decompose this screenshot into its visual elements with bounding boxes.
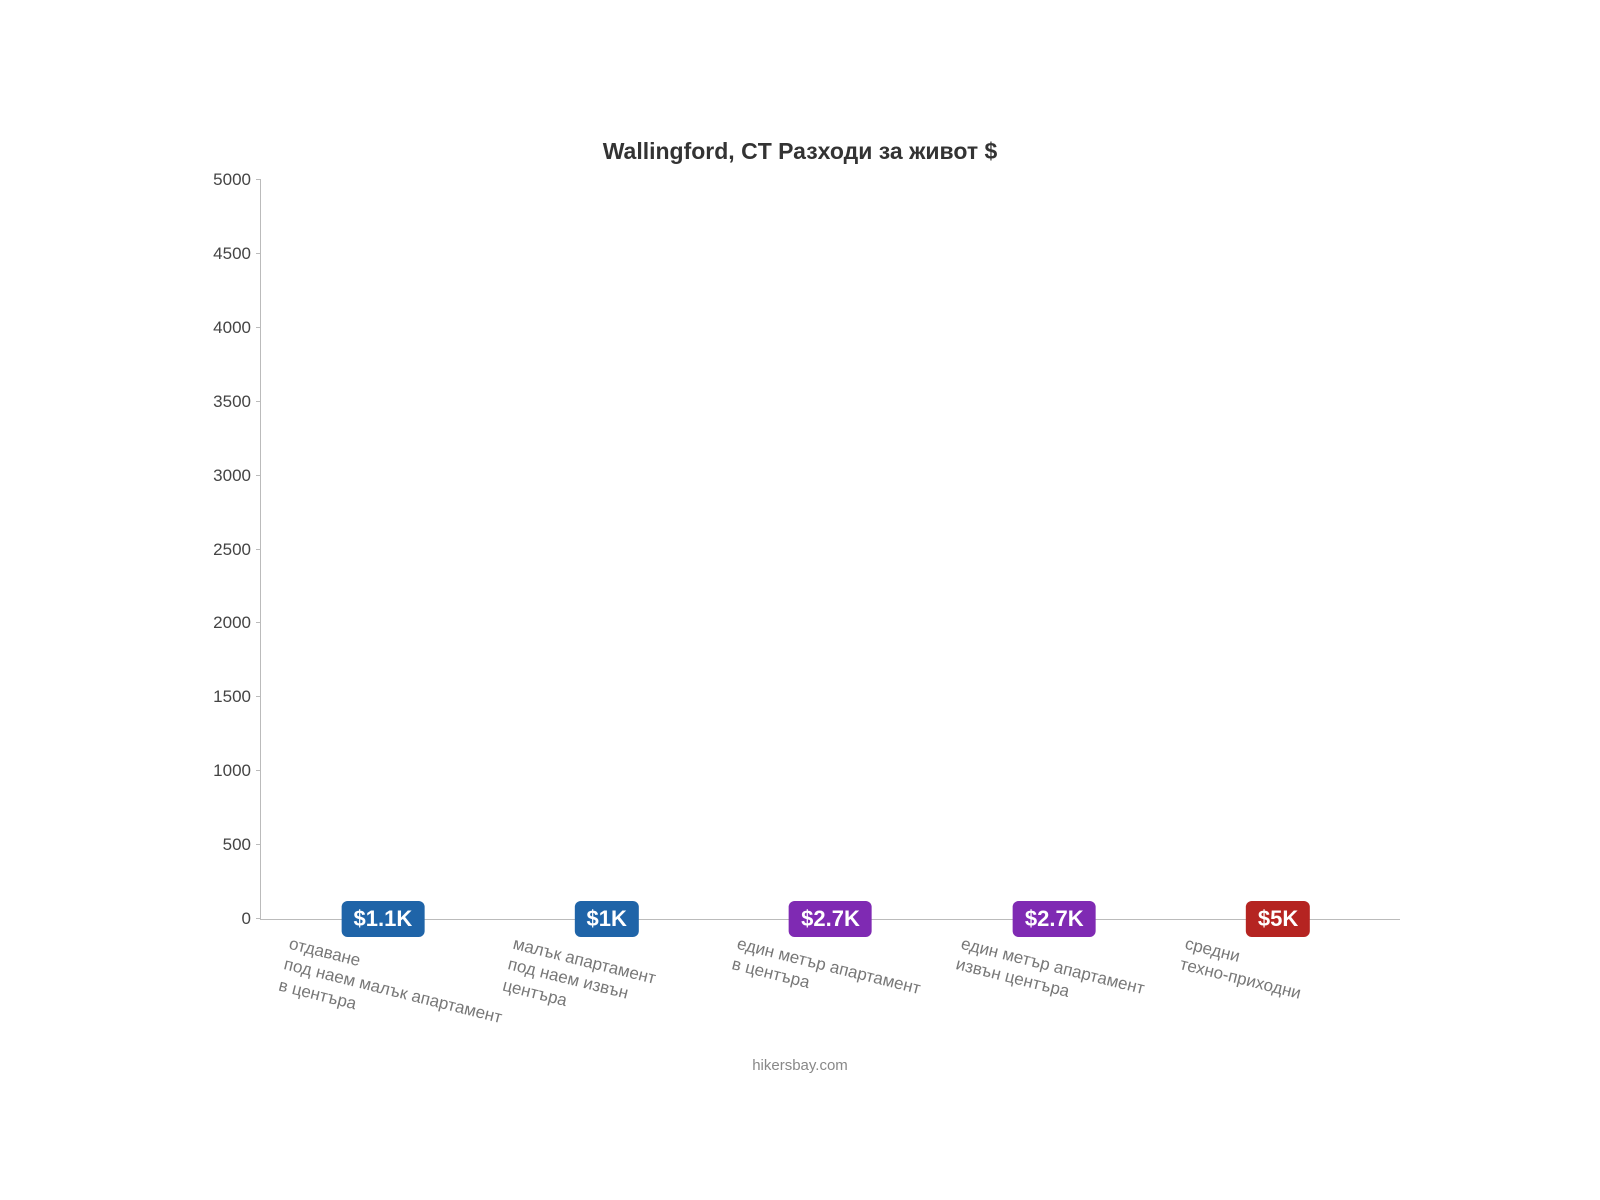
y-tick-mark bbox=[256, 253, 261, 254]
chart-title: Wallingford, CT Разходи за живот $ bbox=[160, 138, 1440, 165]
y-tick-label: 0 bbox=[201, 909, 251, 929]
y-tick-mark bbox=[256, 401, 261, 402]
y-tick-mark bbox=[256, 327, 261, 328]
y-tick-label: 3000 bbox=[201, 466, 251, 486]
y-tick-label: 3500 bbox=[201, 392, 251, 412]
x-axis-label: малък апартамент под наем извън центъра bbox=[501, 933, 658, 1030]
y-tick-mark bbox=[256, 475, 261, 476]
x-axis-label: отдаване под наем малък апартамент в цен… bbox=[277, 933, 510, 1049]
plot-area: $1.1K$1K$2.7K$2.7K$5K 050010001500200025… bbox=[260, 180, 1400, 920]
y-tick-mark bbox=[256, 696, 261, 697]
y-tick-label: 4000 bbox=[201, 318, 251, 338]
y-tick-mark bbox=[256, 549, 261, 550]
x-axis-label: средни техно-приходни bbox=[1178, 933, 1309, 1004]
y-tick-label: 500 bbox=[201, 835, 251, 855]
y-tick-label: 1000 bbox=[201, 761, 251, 781]
cost-of-living-bar-chart: Wallingford, CT Разходи за живот $ $1.1K… bbox=[160, 120, 1440, 1080]
y-tick-label: 2000 bbox=[201, 613, 251, 633]
y-tick-label: 4500 bbox=[201, 244, 251, 264]
bars-container: $1.1K$1K$2.7K$2.7K$5K bbox=[261, 180, 1400, 919]
chart-credit: hikersbay.com bbox=[160, 1057, 1440, 1074]
y-tick-mark bbox=[256, 918, 261, 919]
y-tick-mark bbox=[256, 179, 261, 180]
y-tick-label: 5000 bbox=[201, 170, 251, 190]
y-tick-mark bbox=[256, 770, 261, 771]
x-axis-label: един метър апартамент извън центъра bbox=[954, 933, 1147, 1020]
y-tick-label: 2500 bbox=[201, 540, 251, 560]
y-tick-mark bbox=[256, 844, 261, 845]
y-tick-label: 1500 bbox=[201, 687, 251, 707]
y-tick-mark bbox=[256, 622, 261, 623]
x-axis-label: един метър апартамент в центъра bbox=[730, 933, 923, 1020]
